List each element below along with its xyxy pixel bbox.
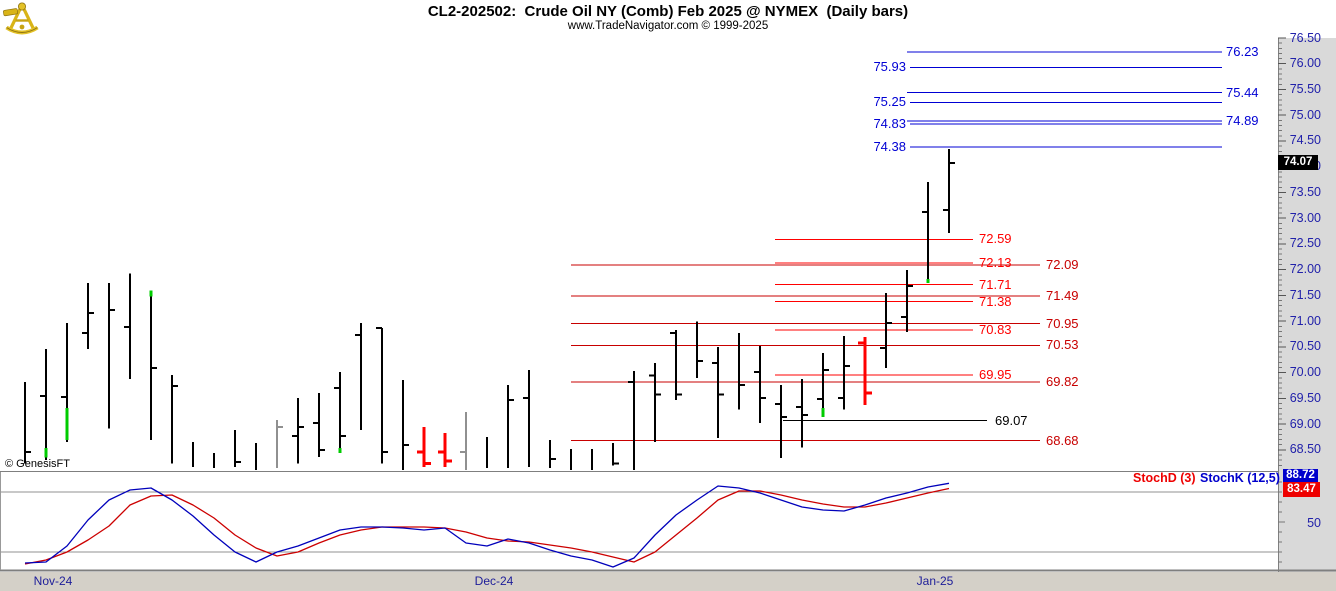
date-axis-strip[interactable] xyxy=(0,572,1336,591)
price-axis-tick-label: 74.50 xyxy=(1289,133,1321,148)
genesisft-watermark: © GenesisFT xyxy=(5,458,70,470)
date-axis-label-Nov-24: Nov-24 xyxy=(33,574,73,588)
price-axis-tick-label: 73.00 xyxy=(1289,210,1321,225)
price-level-label-76.23[interactable]: 76.23 xyxy=(1226,43,1259,59)
chart-subtitle: www.TradeNavigator.com © 1999-2025 xyxy=(567,20,769,32)
price-level-label-74.38[interactable]: 74.38 xyxy=(873,139,906,155)
price-level-label-69.95[interactable]: 69.95 xyxy=(979,367,1012,383)
price-level-label-74.83[interactable]: 74.83 xyxy=(873,115,906,131)
price-axis-tick-label: 70.50 xyxy=(1289,339,1321,354)
price-level-label-71.38[interactable]: 71.38 xyxy=(979,293,1012,309)
price-level-label-70.83[interactable]: 70.83 xyxy=(979,321,1012,337)
price-level-label-75.25[interactable]: 75.25 xyxy=(873,94,906,110)
stoch-k-line xyxy=(24,482,950,568)
price-axis-tick-label: 73.50 xyxy=(1289,184,1321,199)
stoch-k-indicator-label[interactable]: StochK (12,5) xyxy=(1200,471,1280,485)
price-axis-tick-label: 75.00 xyxy=(1289,107,1321,122)
stoch-d-value-badge: 83.47 xyxy=(1283,482,1320,497)
price-level-label-71.71[interactable]: 71.71 xyxy=(979,276,1012,292)
price-level-label-68.68[interactable]: 68.68 xyxy=(1046,432,1079,448)
price-level-label-69.82[interactable]: 69.82 xyxy=(1046,373,1079,389)
price-axis-tick-label: 70.00 xyxy=(1289,365,1321,380)
price-axis-tick-label: 72.50 xyxy=(1289,236,1321,251)
price-axis-tick-label: 68.50 xyxy=(1289,442,1321,457)
price-level-label-74.89[interactable]: 74.89 xyxy=(1226,112,1259,128)
price-level-label-69.07[interactable]: 69.07 xyxy=(995,412,1028,428)
price-axis-tick-label: 71.00 xyxy=(1289,313,1321,328)
price-level-label-71.49[interactable]: 71.49 xyxy=(1046,287,1079,303)
price-axis-tick-label: 76.50 xyxy=(1289,30,1321,45)
price-axis-tick-label: 75.50 xyxy=(1289,81,1321,96)
price-axis-tick-label: 76.00 xyxy=(1289,56,1321,71)
date-axis-label-Dec-24: Dec-24 xyxy=(474,574,514,588)
price-level-label-70.53[interactable]: 70.53 xyxy=(1046,337,1079,353)
price-level-label-75.44[interactable]: 75.44 xyxy=(1226,84,1259,100)
price-level-label-72.13[interactable]: 72.13 xyxy=(979,254,1012,270)
date-axis-label-Jan-25: Jan-25 xyxy=(916,574,954,588)
price-level-label-70.95[interactable]: 70.95 xyxy=(1046,315,1079,331)
last-price-badge: 74.07 xyxy=(1278,155,1318,171)
chart-title: CL2-202502: Crude Oil NY (Comb) Feb 2025… xyxy=(427,3,909,20)
price-axis-tick-label: 71.50 xyxy=(1289,287,1321,302)
stoch-d-indicator-label[interactable]: StochD (3) xyxy=(1133,471,1196,485)
price-level-label-72.59[interactable]: 72.59 xyxy=(979,231,1012,247)
price-level-label-72.09[interactable]: 72.09 xyxy=(1046,257,1079,273)
stoch-d-line xyxy=(24,487,950,565)
price-axis-tick-label: 72.00 xyxy=(1289,262,1321,277)
price-axis-tick-label: 69.00 xyxy=(1289,416,1321,431)
stoch-k-value-badge: 88.72 xyxy=(1283,469,1318,482)
stoch-axis-label-50: 50 xyxy=(1307,516,1321,530)
price-level-label-75.93[interactable]: 75.93 xyxy=(873,59,906,75)
genesisft-sextant-icon xyxy=(3,2,39,35)
price-axis-tick-label: 69.50 xyxy=(1289,390,1321,405)
